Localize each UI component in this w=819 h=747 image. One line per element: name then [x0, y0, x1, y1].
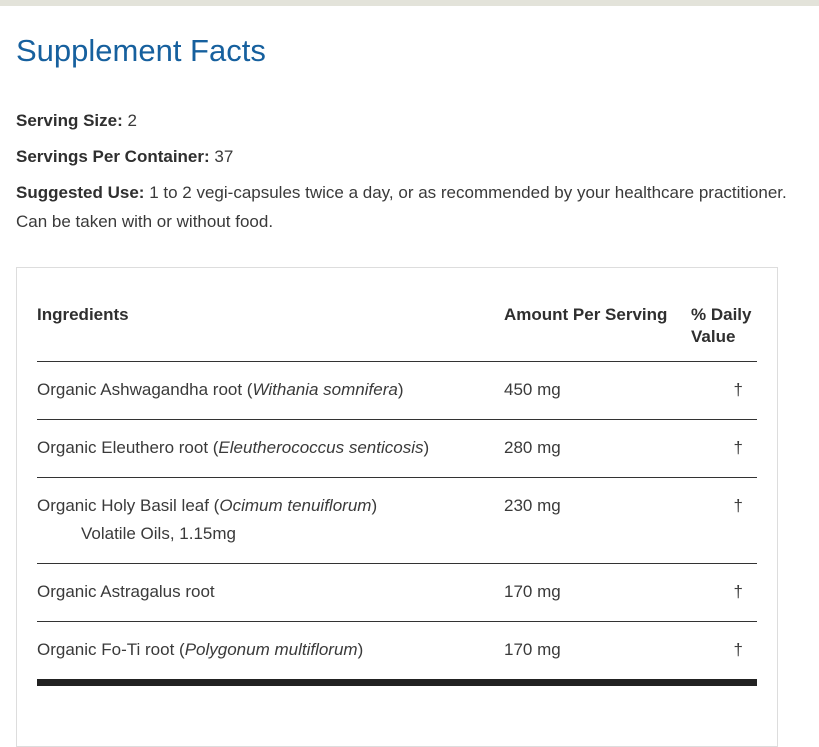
amount-per-serving-value: 230 mg: [504, 477, 691, 564]
amount-per-serving-value: 280 mg: [504, 419, 691, 478]
ingredient-row: Organic Holy Basil leaf (Ocimum tenuiflo…: [37, 477, 757, 564]
ingredient-species-name: Ocimum tenuiflorum: [219, 496, 372, 515]
daily-value-dagger: †: [691, 477, 757, 564]
suggested-use-value: 1 to 2 vegi-capsules twice a day, or as …: [16, 183, 787, 231]
suggested-use-line: Suggested Use: 1 to 2 vegi-capsules twic…: [16, 178, 803, 236]
ingredient-row: Organic Astragalus root 170 mg †: [37, 563, 757, 622]
amount-per-serving-value: 170 mg: [504, 621, 691, 686]
ingredient-name: Organic Holy Basil leaf (Ocimum tenuiflo…: [37, 477, 504, 564]
top-accent-bar: [0, 0, 819, 6]
daily-value-dagger: †: [691, 419, 757, 478]
ingredient-species-name: Withania somnifera: [252, 380, 398, 399]
ingredient-species-name: Eleutherococcus senticosis: [218, 438, 424, 457]
table-body: Organic Ashwagandha root (Withania somni…: [37, 361, 757, 686]
ingredient-name: Organic Astragalus root: [37, 563, 504, 622]
serving-size-line: Serving Size: 2: [16, 106, 803, 135]
serving-size-label: Serving Size:: [16, 111, 123, 130]
column-header-daily-value: % Daily Value: [691, 268, 757, 362]
column-header-ingredients: Ingredients: [37, 268, 504, 362]
page-title: Supplement Facts: [16, 33, 266, 68]
amount-per-serving-value: 450 mg: [504, 361, 691, 420]
ingredients-table-container: Ingredients Amount Per Serving % Daily V…: [16, 267, 778, 747]
supplement-facts-panel: Supplement Facts Serving Size: 2 Serving…: [0, 30, 819, 747]
ingredient-row: Organic Eleuthero root (Eleutherococcus …: [37, 419, 757, 478]
amount-per-serving-value: 170 mg: [504, 563, 691, 622]
ingredient-name: Organic Fo-Ti root (Polygonum multifloru…: [37, 621, 504, 686]
daily-value-dagger: †: [691, 621, 757, 686]
suggested-use-label: Suggested Use:: [16, 183, 145, 202]
ingredient-row: Organic Fo-Ti root (Polygonum multifloru…: [37, 621, 757, 686]
table-header-row: Ingredients Amount Per Serving % Daily V…: [37, 268, 757, 362]
servings-per-container-line: Servings Per Container: 37: [16, 142, 803, 171]
daily-value-dagger: †: [691, 361, 757, 420]
ingredient-species-name: Polygonum multiflorum: [184, 640, 358, 659]
servings-per-container-label: Servings Per Container:: [16, 147, 210, 166]
ingredient-row: Organic Ashwagandha root (Withania somni…: [37, 361, 757, 420]
serving-size-value: 2: [127, 111, 137, 130]
daily-value-dagger: †: [691, 563, 757, 622]
ingredient-name: Organic Ashwagandha root (Withania somni…: [37, 361, 504, 420]
ingredient-name: Organic Eleuthero root (Eleutherococcus …: [37, 419, 504, 478]
ingredients-table: Ingredients Amount Per Serving % Daily V…: [37, 268, 757, 686]
servings-per-container-value: 37: [214, 147, 234, 166]
ingredient-subline: Volatile Oils, 1.15mg: [81, 524, 236, 543]
column-header-amount-per-serving: Amount Per Serving: [504, 268, 691, 362]
